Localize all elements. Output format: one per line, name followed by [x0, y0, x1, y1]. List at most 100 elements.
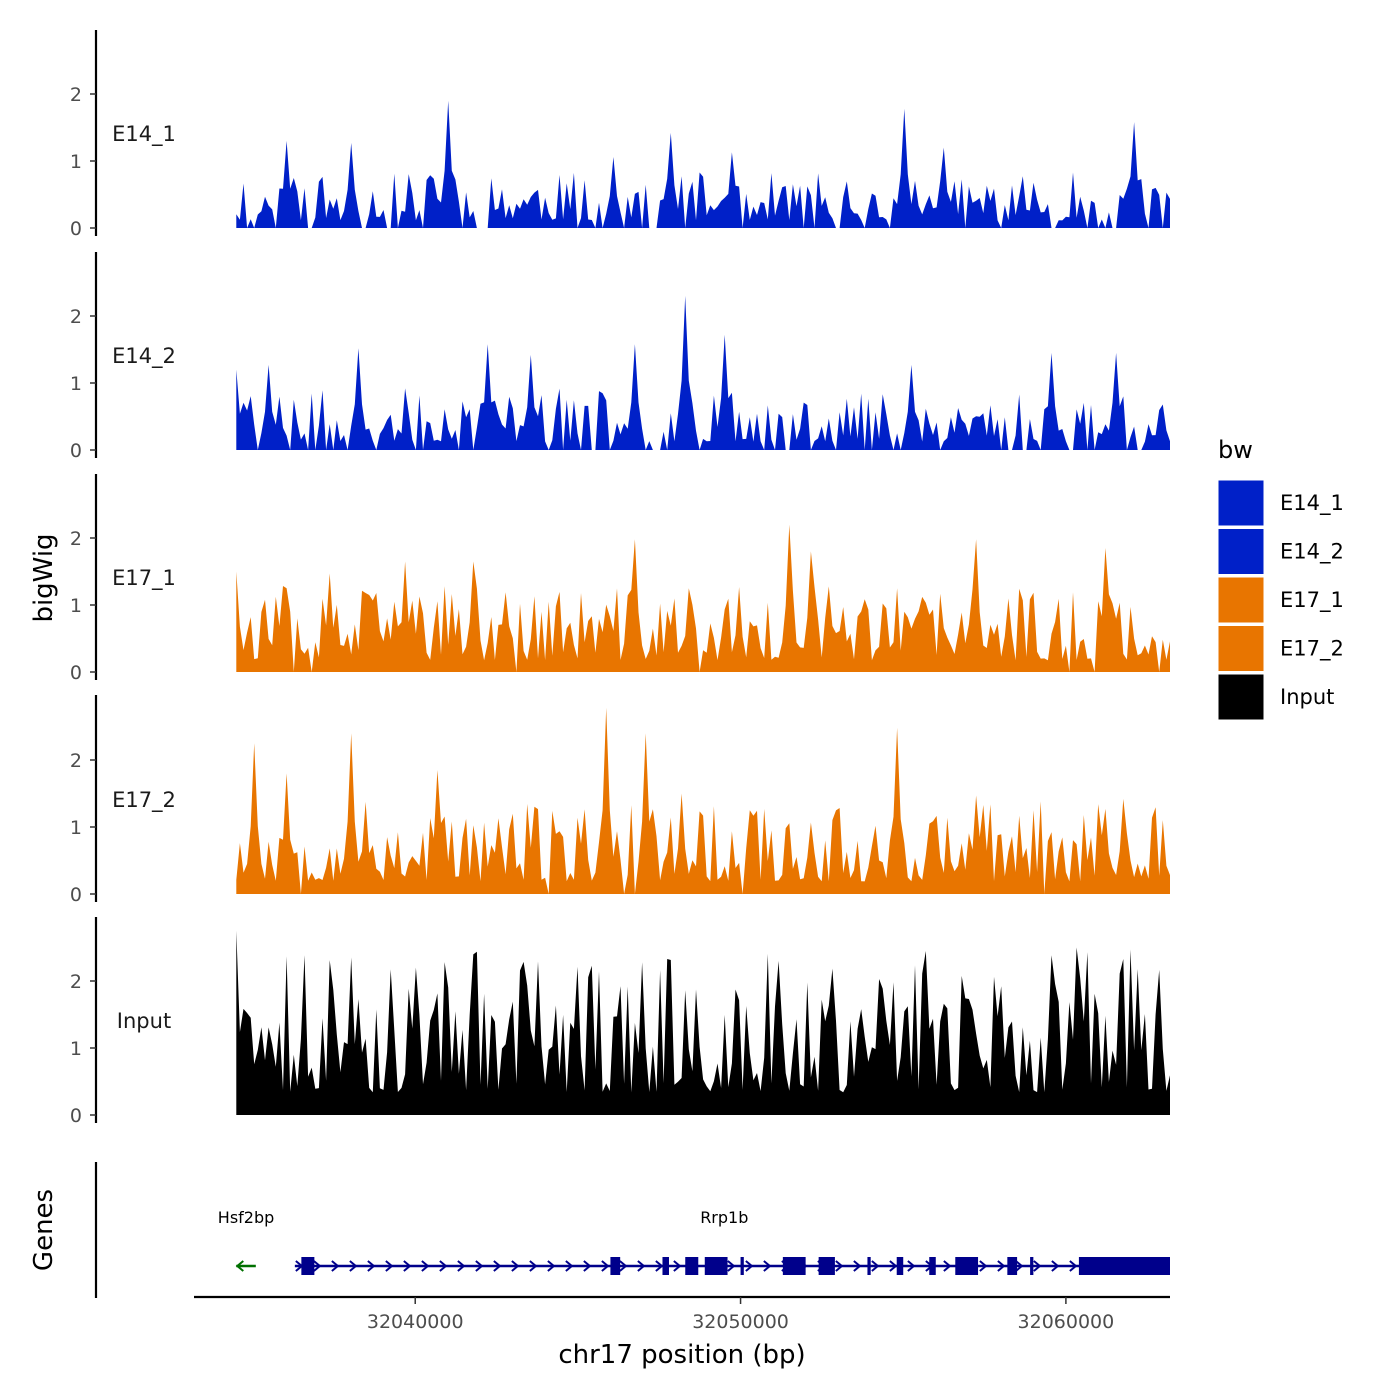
track-E14_1: 0 1 2 E14_1 — [70, 30, 1171, 240]
strand-arrow — [403, 1260, 412, 1272]
track-E17_2: 0 1 2 E17_2 — [70, 695, 1171, 906]
legend-swatch — [1217, 528, 1265, 575]
y-tick-label: 2 — [70, 528, 82, 550]
gene-exon — [867, 1257, 871, 1275]
strand-arrow — [763, 1260, 772, 1272]
strand-arrow — [511, 1260, 520, 1272]
legend-swatch — [1217, 576, 1265, 624]
legend-item-E14_2: E14_2 — [1217, 528, 1344, 575]
track-E14_2: 0 1 2 E14_2 — [70, 252, 1171, 462]
gene-exon — [782, 1257, 806, 1275]
strand-arrow — [475, 1260, 484, 1272]
strand-arrow — [889, 1260, 898, 1272]
gene-exon — [301, 1257, 315, 1275]
strand-arrow — [385, 1260, 394, 1272]
genes-panel-title: Genes — [29, 1189, 59, 1271]
strand-arrow — [235, 1260, 244, 1272]
legend-label: E14_2 — [1280, 540, 1344, 565]
strand-arrow — [367, 1260, 376, 1272]
strand-arrow — [331, 1260, 340, 1272]
legend-title: bw — [1218, 436, 1253, 464]
gene-exon — [1078, 1257, 1170, 1275]
legend-label: E14_1 — [1280, 491, 1344, 516]
gene-label: Rrp1b — [700, 1208, 748, 1227]
strand-arrow — [745, 1260, 754, 1272]
x-tick-label: 32040000 — [367, 1311, 464, 1333]
legend-item-E17_2: E17_2 — [1217, 625, 1344, 672]
gene-exon — [955, 1257, 979, 1275]
legend-label: E17_1 — [1280, 588, 1344, 613]
legend: bw E14_1 E14_2 E17_1 E17_2 Input — [1217, 436, 1344, 721]
strand-arrow — [997, 1260, 1006, 1272]
x-axis-ticks: 32040000 32050000 32060000 — [367, 1297, 1114, 1333]
strand-arrow — [313, 1260, 322, 1272]
y-tick-label: 2 — [70, 84, 82, 106]
gene-Hsf2bp: Hsf2bp — [218, 1208, 275, 1272]
coverage-area-E14_2 — [236, 295, 1171, 450]
legend-item-E17_1: E17_1 — [1217, 576, 1344, 624]
legend-item-E14_1: E14_1 — [1217, 479, 1344, 527]
strand-arrow — [349, 1260, 358, 1272]
gene-exon — [740, 1257, 744, 1275]
track-label: E17_2 — [112, 788, 176, 813]
strand-arrow — [601, 1260, 610, 1272]
strand-arrow — [1033, 1260, 1042, 1272]
gene-label: Hsf2bp — [218, 1208, 275, 1227]
legend-item-Input: Input — [1217, 673, 1334, 721]
strand-arrow — [943, 1260, 952, 1272]
gene-exon — [818, 1257, 835, 1275]
y-tick-label: 2 — [70, 971, 82, 993]
y-tick-label: 0 — [70, 1105, 82, 1127]
x-axis-title: chr17 position (bp) — [558, 1340, 805, 1370]
strand-arrow — [655, 1260, 664, 1272]
y-tick-label: 2 — [70, 306, 82, 328]
strand-arrow — [637, 1260, 646, 1272]
track-Input: 0 1 2 Input — [70, 917, 1171, 1127]
strand-arrow — [439, 1260, 448, 1272]
strand-arrow — [1015, 1260, 1024, 1272]
strand-arrow — [1051, 1260, 1060, 1272]
strand-arrow — [583, 1260, 592, 1272]
gene-exon — [704, 1257, 728, 1275]
track-label: E14_1 — [112, 122, 176, 147]
track-label: Input — [117, 1009, 171, 1033]
strand-arrow — [1069, 1260, 1078, 1272]
strand-arrow — [673, 1260, 682, 1272]
coverage-area-E17_2 — [236, 707, 1171, 894]
y-tick-label: 1 — [70, 373, 82, 395]
gene-exon — [610, 1257, 621, 1275]
legend-label: Input — [1280, 685, 1334, 709]
gene-exon — [896, 1257, 904, 1275]
y-tick-label: 1 — [70, 151, 82, 173]
y-tick-label: 0 — [70, 440, 82, 462]
strand-arrow — [727, 1260, 736, 1272]
strand-arrow — [547, 1260, 556, 1272]
track-label: E14_2 — [112, 344, 176, 369]
strand-arrow — [619, 1260, 628, 1272]
y-tick-label: 0 — [70, 884, 82, 906]
strand-arrow — [529, 1260, 538, 1272]
strand-arrow — [853, 1260, 862, 1272]
track-E17_1: 0 1 2 E17_1 — [70, 474, 1171, 684]
strand-arrow — [457, 1260, 466, 1272]
strand-arrow — [421, 1260, 430, 1272]
y-tick-label: 0 — [70, 218, 82, 240]
y-tick-label: 2 — [70, 750, 82, 772]
strand-arrow — [835, 1260, 844, 1272]
coverage-area-E14_1 — [236, 100, 1171, 228]
gene-exon — [929, 1257, 936, 1275]
y-tick-label: 1 — [70, 595, 82, 617]
y-tick-label: 1 — [70, 1038, 82, 1060]
gene-exon — [662, 1257, 669, 1275]
strand-arrow — [565, 1260, 574, 1272]
coverage-area-E17_1 — [236, 524, 1171, 672]
legend-swatch — [1217, 673, 1265, 721]
legend-swatch — [1217, 479, 1265, 527]
y-axis-title: bigWig — [29, 533, 59, 622]
x-tick-label: 32050000 — [692, 1311, 789, 1333]
y-tick-label: 0 — [70, 662, 82, 684]
y-tick-label: 1 — [70, 817, 82, 839]
strand-arrow — [907, 1260, 916, 1272]
gene-exon — [685, 1257, 699, 1275]
